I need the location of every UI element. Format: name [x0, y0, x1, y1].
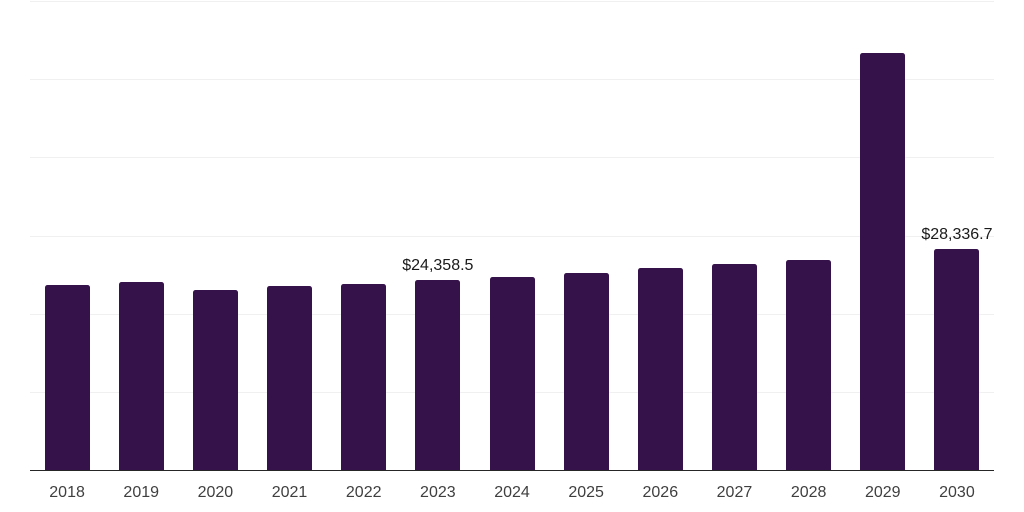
x-tick-label-2020: 2020 [197, 484, 234, 501]
bar-2020 [192, 290, 238, 470]
bar-2029 [860, 52, 906, 470]
x-axis-line [30, 469, 994, 471]
x-tick-label-2030: 2030 [939, 484, 975, 501]
bar-value-label-2023: $24,358.5 [402, 256, 474, 274]
bar-2025 [563, 273, 609, 470]
x-tick-label-2019: 2019 [123, 484, 160, 501]
bar-value-label-2030: $28,336.7 [921, 225, 993, 243]
bar-2019 [118, 282, 164, 470]
x-tick-label-2028: 2028 [790, 484, 827, 501]
bar-2024 [489, 276, 535, 470]
gridline-50000 [30, 79, 994, 81]
bar-2030 [934, 248, 980, 470]
gridline-40000 [30, 157, 994, 159]
x-tick-label-2021: 2021 [271, 484, 308, 501]
gridline-30000 [30, 235, 994, 237]
x-tick-label-2018: 2018 [49, 484, 85, 501]
x-tick-label-2022: 2022 [345, 484, 382, 501]
bar-2026 [637, 268, 683, 470]
bar-2018 [44, 284, 90, 470]
x-tick-label-2026: 2026 [642, 484, 679, 501]
bar-2022 [341, 283, 387, 470]
bar-2028 [786, 259, 832, 470]
bar-2021 [267, 285, 313, 470]
x-tick-label-2027: 2027 [716, 484, 753, 501]
bar-2027 [711, 263, 757, 470]
bar-2023 [415, 279, 461, 470]
x-tick-label-2024: 2024 [494, 484, 530, 501]
x-tick-label-2025: 2025 [568, 484, 604, 501]
x-tick-label-2029: 2029 [864, 484, 901, 501]
x-axis-tick-labels: 2018 2019 2020 2021 2022 2023 2024 2025 2026 2027… [30, 485, 994, 507]
x-tick-label-2023: 2023 [420, 484, 456, 501]
gridline-60000 [30, 1, 994, 2]
plot-area: $24,358.5 $28,336.7 [30, 1, 994, 470]
